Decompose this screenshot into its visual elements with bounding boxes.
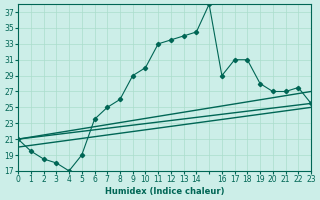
X-axis label: Humidex (Indice chaleur): Humidex (Indice chaleur) <box>105 187 224 196</box>
